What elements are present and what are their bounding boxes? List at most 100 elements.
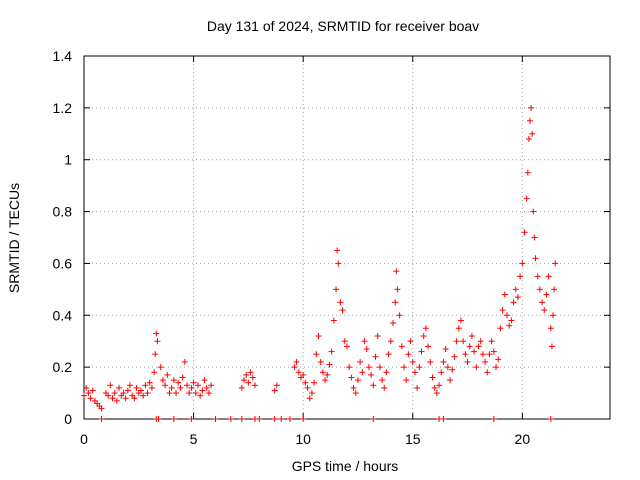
data-point xyxy=(127,382,134,389)
data-point xyxy=(201,377,208,384)
data-point xyxy=(442,345,449,352)
data-point xyxy=(381,384,388,391)
data-point xyxy=(157,364,164,371)
data-points xyxy=(81,104,559,422)
data-point xyxy=(379,377,386,384)
data-point xyxy=(508,317,515,324)
data-point xyxy=(111,390,118,397)
data-point xyxy=(541,307,548,314)
data-point xyxy=(81,392,87,399)
data-point xyxy=(357,358,364,365)
data-point xyxy=(271,387,278,394)
data-point xyxy=(168,384,175,391)
y-tick-label: 1.2 xyxy=(53,100,73,116)
data-point xyxy=(525,135,532,142)
data-point xyxy=(407,338,414,345)
data-point xyxy=(181,358,188,365)
data-point xyxy=(319,369,326,376)
data-point xyxy=(396,312,403,319)
data-point xyxy=(440,416,447,422)
data-point xyxy=(124,387,131,394)
data-point xyxy=(271,416,278,422)
data-point xyxy=(383,369,390,376)
data-point xyxy=(98,416,105,422)
data-point xyxy=(510,299,517,306)
data-point xyxy=(238,416,245,422)
data-point xyxy=(256,416,263,422)
data-point xyxy=(524,169,531,176)
data-point xyxy=(361,338,368,345)
axis-ticks: 0 0.2 0.4 0.6 0.8 1 1.2 1.4 0 5 10 15 20 xyxy=(53,48,610,447)
data-point xyxy=(534,273,541,280)
data-point xyxy=(536,286,543,293)
data-point xyxy=(477,338,484,345)
data-point xyxy=(547,325,554,332)
data-point xyxy=(131,395,138,402)
data-point xyxy=(543,291,550,298)
y-tick-label: 0.4 xyxy=(53,307,73,323)
data-point xyxy=(409,358,416,365)
data-point xyxy=(545,273,552,280)
data-point xyxy=(227,416,234,422)
data-point xyxy=(326,361,333,368)
data-point xyxy=(238,384,245,391)
data-point xyxy=(192,390,199,397)
data-point xyxy=(528,104,535,111)
data-point xyxy=(531,234,538,241)
data-point xyxy=(488,338,495,345)
data-point xyxy=(440,358,447,365)
data-point xyxy=(337,299,344,306)
data-point xyxy=(89,387,96,394)
data-point xyxy=(203,384,210,391)
data-point xyxy=(460,338,467,345)
y-axis-title: SRMTID / TECUs xyxy=(6,183,22,293)
data-point xyxy=(394,286,401,293)
data-point xyxy=(186,390,193,397)
data-point xyxy=(416,364,423,371)
data-point xyxy=(173,390,180,397)
data-point xyxy=(243,371,250,378)
data-point xyxy=(479,351,486,358)
data-point xyxy=(339,307,346,314)
data-point xyxy=(484,369,491,376)
data-point xyxy=(551,286,558,293)
data-point xyxy=(164,371,171,378)
data-point xyxy=(162,382,169,389)
data-point xyxy=(199,387,206,394)
data-point xyxy=(293,358,300,365)
data-point xyxy=(328,348,335,355)
grid xyxy=(84,56,610,419)
data-point xyxy=(512,286,519,293)
data-point xyxy=(363,345,370,352)
data-point xyxy=(334,247,341,254)
data-point xyxy=(497,325,504,332)
y-tick-label: 0.6 xyxy=(53,255,73,271)
data-point xyxy=(333,286,340,293)
data-point xyxy=(486,351,493,358)
data-point xyxy=(530,208,537,215)
data-point xyxy=(385,351,392,358)
data-point xyxy=(144,390,151,397)
data-point xyxy=(109,395,116,402)
data-point xyxy=(427,358,434,365)
data-point xyxy=(429,374,436,381)
data-point xyxy=(308,390,315,397)
data-point xyxy=(453,338,460,345)
data-point xyxy=(393,268,400,275)
data-point xyxy=(422,325,429,332)
data-point xyxy=(433,390,440,397)
data-point xyxy=(466,343,473,350)
data-point xyxy=(152,351,159,358)
data-point xyxy=(113,397,120,404)
data-point xyxy=(405,351,412,358)
data-point xyxy=(403,377,410,384)
data-point xyxy=(287,416,294,422)
data-point xyxy=(197,392,204,399)
data-point xyxy=(506,322,513,329)
data-point xyxy=(499,307,506,314)
data-point xyxy=(490,348,497,355)
data-point xyxy=(190,379,197,386)
data-point xyxy=(436,382,443,389)
data-point xyxy=(155,416,162,422)
